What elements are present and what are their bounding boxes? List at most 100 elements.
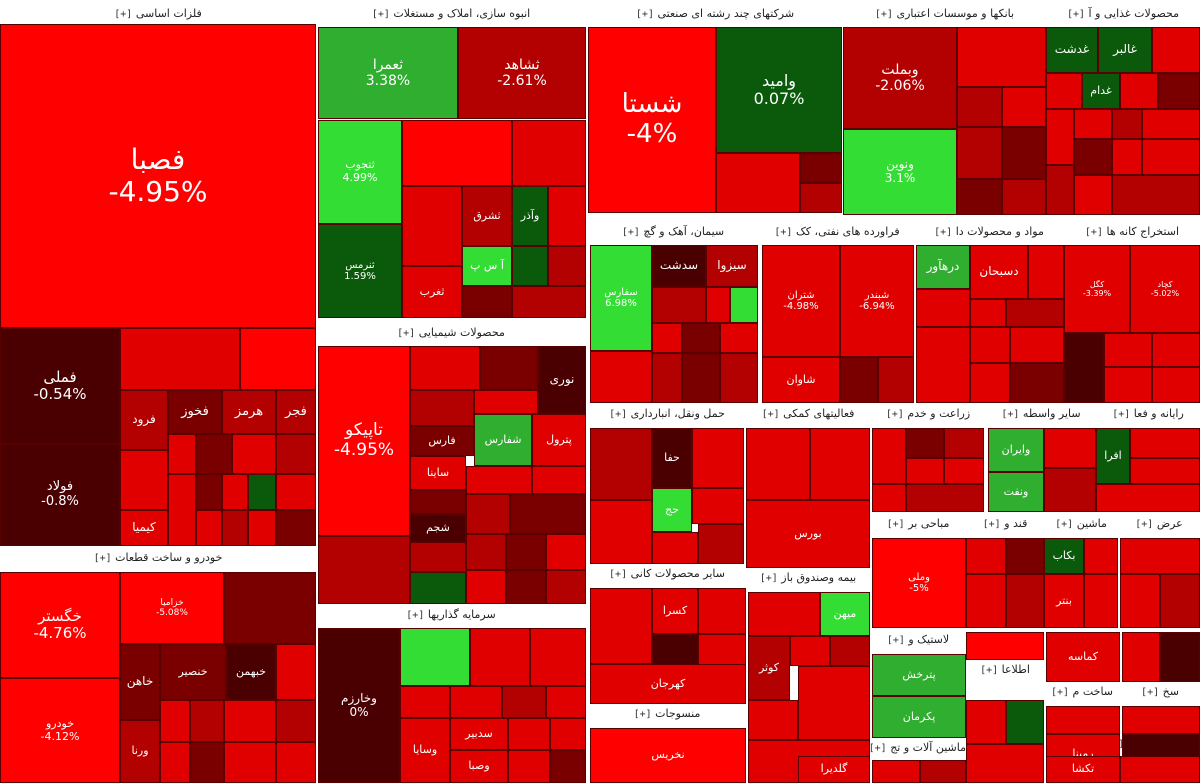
stock-tile-small[interactable] bbox=[410, 490, 466, 514]
sector-header[interactable]: سایر واسطه [+] bbox=[986, 404, 1096, 423]
stock-tile[interactable]: تاپیکو -4.95% bbox=[318, 346, 410, 536]
stock-tile[interactable]: کوثر bbox=[748, 636, 790, 700]
expand-plus-icon[interactable]: [+] bbox=[1084, 227, 1103, 238]
stock-tile[interactable]: وخارزم 0% bbox=[318, 628, 400, 783]
sector-header[interactable]: فراورده های نفتی، کک [+] bbox=[760, 222, 914, 241]
stock-tile[interactable]: نخریس bbox=[590, 728, 746, 783]
expand-plus-icon[interactable]: [+] bbox=[886, 519, 905, 530]
stock-tile-small[interactable] bbox=[1112, 139, 1142, 175]
stock-tile[interactable]: خبهمن bbox=[226, 644, 276, 700]
sector-header[interactable]: سیمان، آهک و گچ [+] bbox=[588, 222, 758, 241]
stock-tile-small[interactable] bbox=[1104, 333, 1152, 367]
stock-tile[interactable]: ساینا bbox=[410, 456, 466, 490]
sector-header[interactable]: محصولات شیمیایی [+] bbox=[316, 323, 586, 342]
stock-tile-small[interactable] bbox=[1142, 139, 1200, 175]
stock-tile-small[interactable] bbox=[692, 488, 744, 524]
stock-tile[interactable]: بورس bbox=[746, 500, 870, 568]
stock-tile-small[interactable] bbox=[1130, 428, 1200, 458]
stock-tile-small[interactable] bbox=[944, 458, 984, 484]
stock-tile-small[interactable] bbox=[966, 574, 1006, 628]
stock-tile[interactable]: کسرا bbox=[652, 588, 698, 634]
stock-tile[interactable]: شبندر -6.94% bbox=[840, 245, 914, 357]
expand-plus-icon[interactable]: [+] bbox=[1050, 687, 1070, 698]
stock-tile-small[interactable] bbox=[466, 570, 506, 604]
stock-tile-small[interactable] bbox=[248, 474, 276, 510]
stock-tile[interactable]: غدشت bbox=[1046, 27, 1098, 73]
stock-tile-small[interactable] bbox=[916, 289, 970, 327]
expand-plus-icon[interactable]: [+] bbox=[1001, 409, 1020, 420]
expand-plus-icon[interactable]: [+] bbox=[885, 409, 904, 420]
stock-tile-small[interactable] bbox=[748, 592, 820, 636]
stock-tile-small[interactable] bbox=[590, 351, 652, 403]
sector-header[interactable]: انبوه سازی، املاک و مستغلات [+] bbox=[316, 4, 586, 23]
stock-tile[interactable]: درهآور bbox=[916, 245, 970, 289]
stock-tile-small[interactable] bbox=[1120, 574, 1160, 628]
stock-tile-small[interactable] bbox=[1046, 73, 1082, 109]
stock-tile-small[interactable] bbox=[830, 636, 870, 666]
expand-plus-icon[interactable]: [+] bbox=[980, 665, 999, 676]
stock-tile-small[interactable] bbox=[224, 572, 316, 644]
expand-plus-icon[interactable]: [+] bbox=[1112, 409, 1131, 420]
stock-tile-small[interactable] bbox=[190, 700, 224, 742]
stock-tile-small[interactable] bbox=[957, 179, 1002, 215]
stock-tile-small[interactable] bbox=[512, 120, 586, 186]
stock-tile-small[interactable] bbox=[1130, 458, 1200, 484]
expand-plus-icon[interactable]: [+] bbox=[870, 743, 887, 754]
stock-tile[interactable]: شفارس bbox=[474, 414, 532, 466]
stock-tile-small[interactable] bbox=[1044, 468, 1096, 512]
stock-tile-small[interactable] bbox=[840, 357, 878, 403]
stock-tile-small[interactable] bbox=[506, 570, 546, 604]
stock-tile-small[interactable] bbox=[1074, 139, 1112, 175]
stock-tile[interactable]: سفارس 6.98% bbox=[590, 245, 652, 351]
stock-tile[interactable]: وآذر bbox=[512, 186, 548, 246]
stock-tile[interactable]: ثعمرا 3.38% bbox=[318, 27, 458, 119]
stock-tile-small[interactable] bbox=[944, 428, 984, 458]
stock-tile-small[interactable] bbox=[1046, 165, 1074, 215]
stock-tile-small[interactable] bbox=[1046, 109, 1074, 165]
stock-tile-small[interactable] bbox=[276, 434, 316, 474]
stock-tile-small[interactable] bbox=[318, 536, 410, 604]
stock-tile-small[interactable] bbox=[1120, 538, 1200, 574]
stock-tile-small[interactable] bbox=[410, 346, 480, 390]
stock-tile[interactable]: کچاد -5.02% bbox=[1130, 245, 1200, 333]
stock-tile-small[interactable] bbox=[160, 742, 190, 783]
expand-plus-icon[interactable]: [+] bbox=[371, 9, 390, 20]
stock-tile[interactable]: کگل -3.39% bbox=[1064, 245, 1130, 333]
stock-tile-small[interactable] bbox=[957, 87, 1002, 127]
stock-tile-small[interactable] bbox=[720, 323, 758, 353]
expand-plus-icon[interactable]: [+] bbox=[1141, 687, 1160, 698]
stock-tile-small[interactable] bbox=[1002, 87, 1046, 127]
stock-tile-small[interactable] bbox=[168, 434, 196, 474]
stock-tile-small[interactable] bbox=[546, 534, 586, 570]
stock-tile-small[interactable] bbox=[748, 700, 798, 740]
stock-tile-small[interactable] bbox=[510, 494, 586, 534]
sector-header[interactable]: مباحی بر [+] bbox=[870, 514, 966, 533]
stock-tile-small[interactable] bbox=[916, 327, 970, 403]
stock-tile[interactable]: کیمیا bbox=[120, 510, 168, 546]
stock-tile-small[interactable] bbox=[190, 742, 224, 783]
stock-tile-small[interactable] bbox=[1112, 109, 1142, 139]
stock-tile-small[interactable] bbox=[966, 700, 1006, 744]
stock-tile-small[interactable] bbox=[410, 572, 466, 604]
stock-tile-small[interactable] bbox=[590, 588, 652, 664]
stock-tile-small[interactable] bbox=[970, 327, 1010, 363]
stock-tile-small[interactable] bbox=[1120, 756, 1200, 783]
stock-tile-small[interactable] bbox=[530, 628, 586, 686]
stock-tile-small[interactable] bbox=[548, 186, 586, 246]
stock-tile-small[interactable] bbox=[798, 666, 870, 740]
stock-tile-small[interactable] bbox=[160, 700, 190, 742]
stock-tile-small[interactable] bbox=[410, 542, 466, 572]
stock-tile[interactable]: نوری bbox=[538, 346, 586, 414]
stock-tile-small[interactable] bbox=[1006, 700, 1044, 744]
stock-tile-small[interactable] bbox=[682, 353, 720, 403]
stock-tile[interactable]: فرود bbox=[120, 390, 168, 450]
stock-tile-small[interactable] bbox=[222, 510, 248, 546]
stock-tile-small[interactable] bbox=[652, 532, 698, 564]
sector-header[interactable]: مواد و محصولات دا [+] bbox=[914, 222, 1064, 241]
stock-tile-small[interactable] bbox=[550, 718, 586, 750]
stock-tile-small[interactable] bbox=[168, 474, 196, 546]
expand-plus-icon[interactable]: [+] bbox=[406, 610, 425, 621]
expand-plus-icon[interactable]: [+] bbox=[609, 409, 628, 420]
stock-tile[interactable]: ونفت bbox=[988, 472, 1044, 512]
stock-tile[interactable]: خگستر -4.76% bbox=[0, 572, 120, 678]
